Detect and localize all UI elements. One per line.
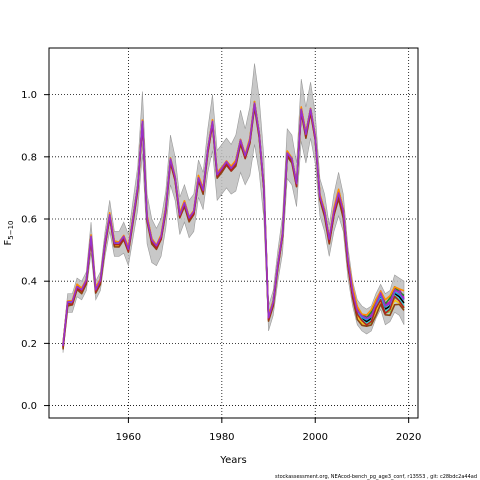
x-tick-label: 1980 bbox=[209, 432, 234, 443]
grid-lines bbox=[49, 48, 418, 418]
y-tick-label: 0.4 bbox=[21, 277, 37, 288]
y-tick-label: 0.0 bbox=[21, 401, 37, 412]
x-tick-label: 2000 bbox=[303, 432, 328, 443]
footer-caption: stockassessment.org, NEAcod-bench_pg_age… bbox=[275, 474, 477, 480]
x-tick-label: 1960 bbox=[116, 432, 141, 443]
confidence-band-area bbox=[62, 63, 405, 353]
series-line bbox=[62, 101, 405, 346]
x-axis: 1960 1980 2000 2020 bbox=[116, 418, 421, 443]
x-axis-label: Years bbox=[219, 455, 246, 466]
confidence-band bbox=[62, 63, 405, 353]
y-tick-label: 1.0 bbox=[21, 90, 37, 101]
plot-frame bbox=[48, 47, 419, 419]
y-axis: 0.0 0.2 0.4 0.6 0.8 1.0 bbox=[21, 90, 49, 412]
series-lines bbox=[62, 100, 405, 350]
y-tick-label: 0.8 bbox=[21, 152, 37, 163]
y-axis-label: F5−10 bbox=[3, 221, 15, 246]
x-tick-label: 2020 bbox=[396, 432, 421, 443]
y-tick-label: 0.6 bbox=[21, 215, 37, 226]
y-tick-label: 0.2 bbox=[21, 339, 37, 350]
series-line bbox=[62, 102, 405, 346]
